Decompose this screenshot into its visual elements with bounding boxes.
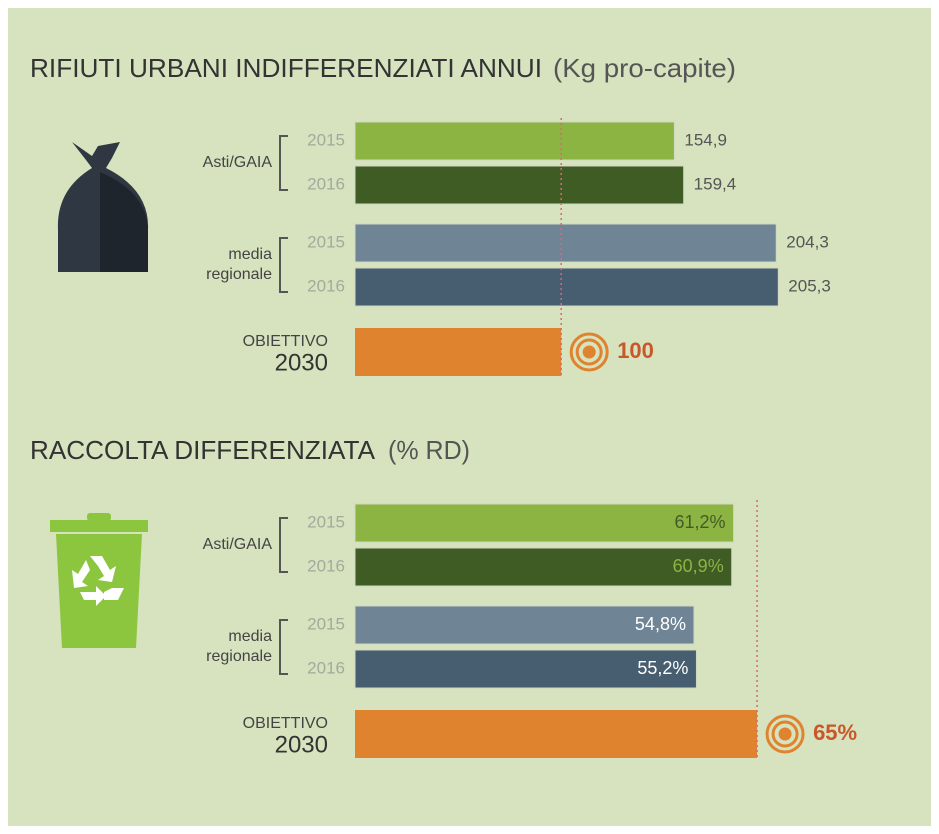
target-icon [765, 714, 805, 754]
group-bracket [279, 237, 288, 293]
target-value: 65% [813, 720, 857, 745]
bar [354, 267, 779, 307]
group-bracket [279, 517, 288, 573]
group-label: media [228, 628, 272, 645]
target-icon [569, 332, 609, 372]
bar [354, 605, 695, 645]
year-label: 2015 [307, 232, 345, 251]
value-label: 159,4 [694, 174, 737, 193]
target-bar [355, 328, 562, 376]
year-label: 2016 [307, 174, 345, 193]
group-label: media [228, 246, 272, 263]
chart-subtitle: (% RD) [388, 435, 470, 465]
target-icon [582, 345, 596, 359]
bar [354, 121, 675, 161]
value-label: 154,9 [684, 130, 727, 149]
year-label: 2016 [307, 276, 345, 295]
bar [354, 503, 735, 543]
target-value: 100 [617, 338, 654, 363]
target-icon [575, 338, 603, 366]
year-label: 2015 [307, 512, 345, 531]
value-label: 54,8% [635, 614, 686, 634]
group-label: Asti/GAIA [203, 536, 273, 553]
value-label: 204,3 [786, 232, 829, 251]
group-label: regionale [206, 648, 272, 665]
value-label: 61,2% [675, 512, 726, 532]
value-label: 60,9% [673, 556, 724, 576]
value-label: 205,3 [788, 276, 831, 295]
target-bar [355, 710, 758, 758]
value-label: 55,2% [637, 658, 688, 678]
year-label: 2016 [307, 658, 345, 677]
target-label: OBIETTIVO [243, 333, 328, 350]
bar [354, 223, 777, 263]
year-label: 2015 [307, 614, 345, 633]
target-year: 2030 [275, 731, 328, 758]
bar [354, 649, 697, 689]
group-bracket [279, 135, 288, 191]
target-icon [771, 720, 799, 748]
bar [354, 165, 685, 205]
target-icon [778, 727, 792, 741]
trash-bag-icon [57, 142, 149, 272]
target-label: OBIETTIVO [243, 715, 328, 732]
bar [354, 547, 733, 587]
chart-subtitle: (Kg pro-capite) [553, 53, 736, 83]
group-bracket [279, 619, 288, 675]
recycle-bin-icon [50, 513, 148, 648]
chart-title: RACCOLTA DIFFERENZIATA [30, 435, 376, 465]
year-label: 2016 [307, 556, 345, 575]
chart-title: RIFIUTI URBANI INDIFFERENZIATI ANNUI [30, 53, 542, 83]
group-label: regionale [206, 266, 272, 283]
target-year: 2030 [275, 349, 328, 376]
group-label: Asti/GAIA [203, 154, 273, 171]
year-label: 2015 [307, 130, 345, 149]
